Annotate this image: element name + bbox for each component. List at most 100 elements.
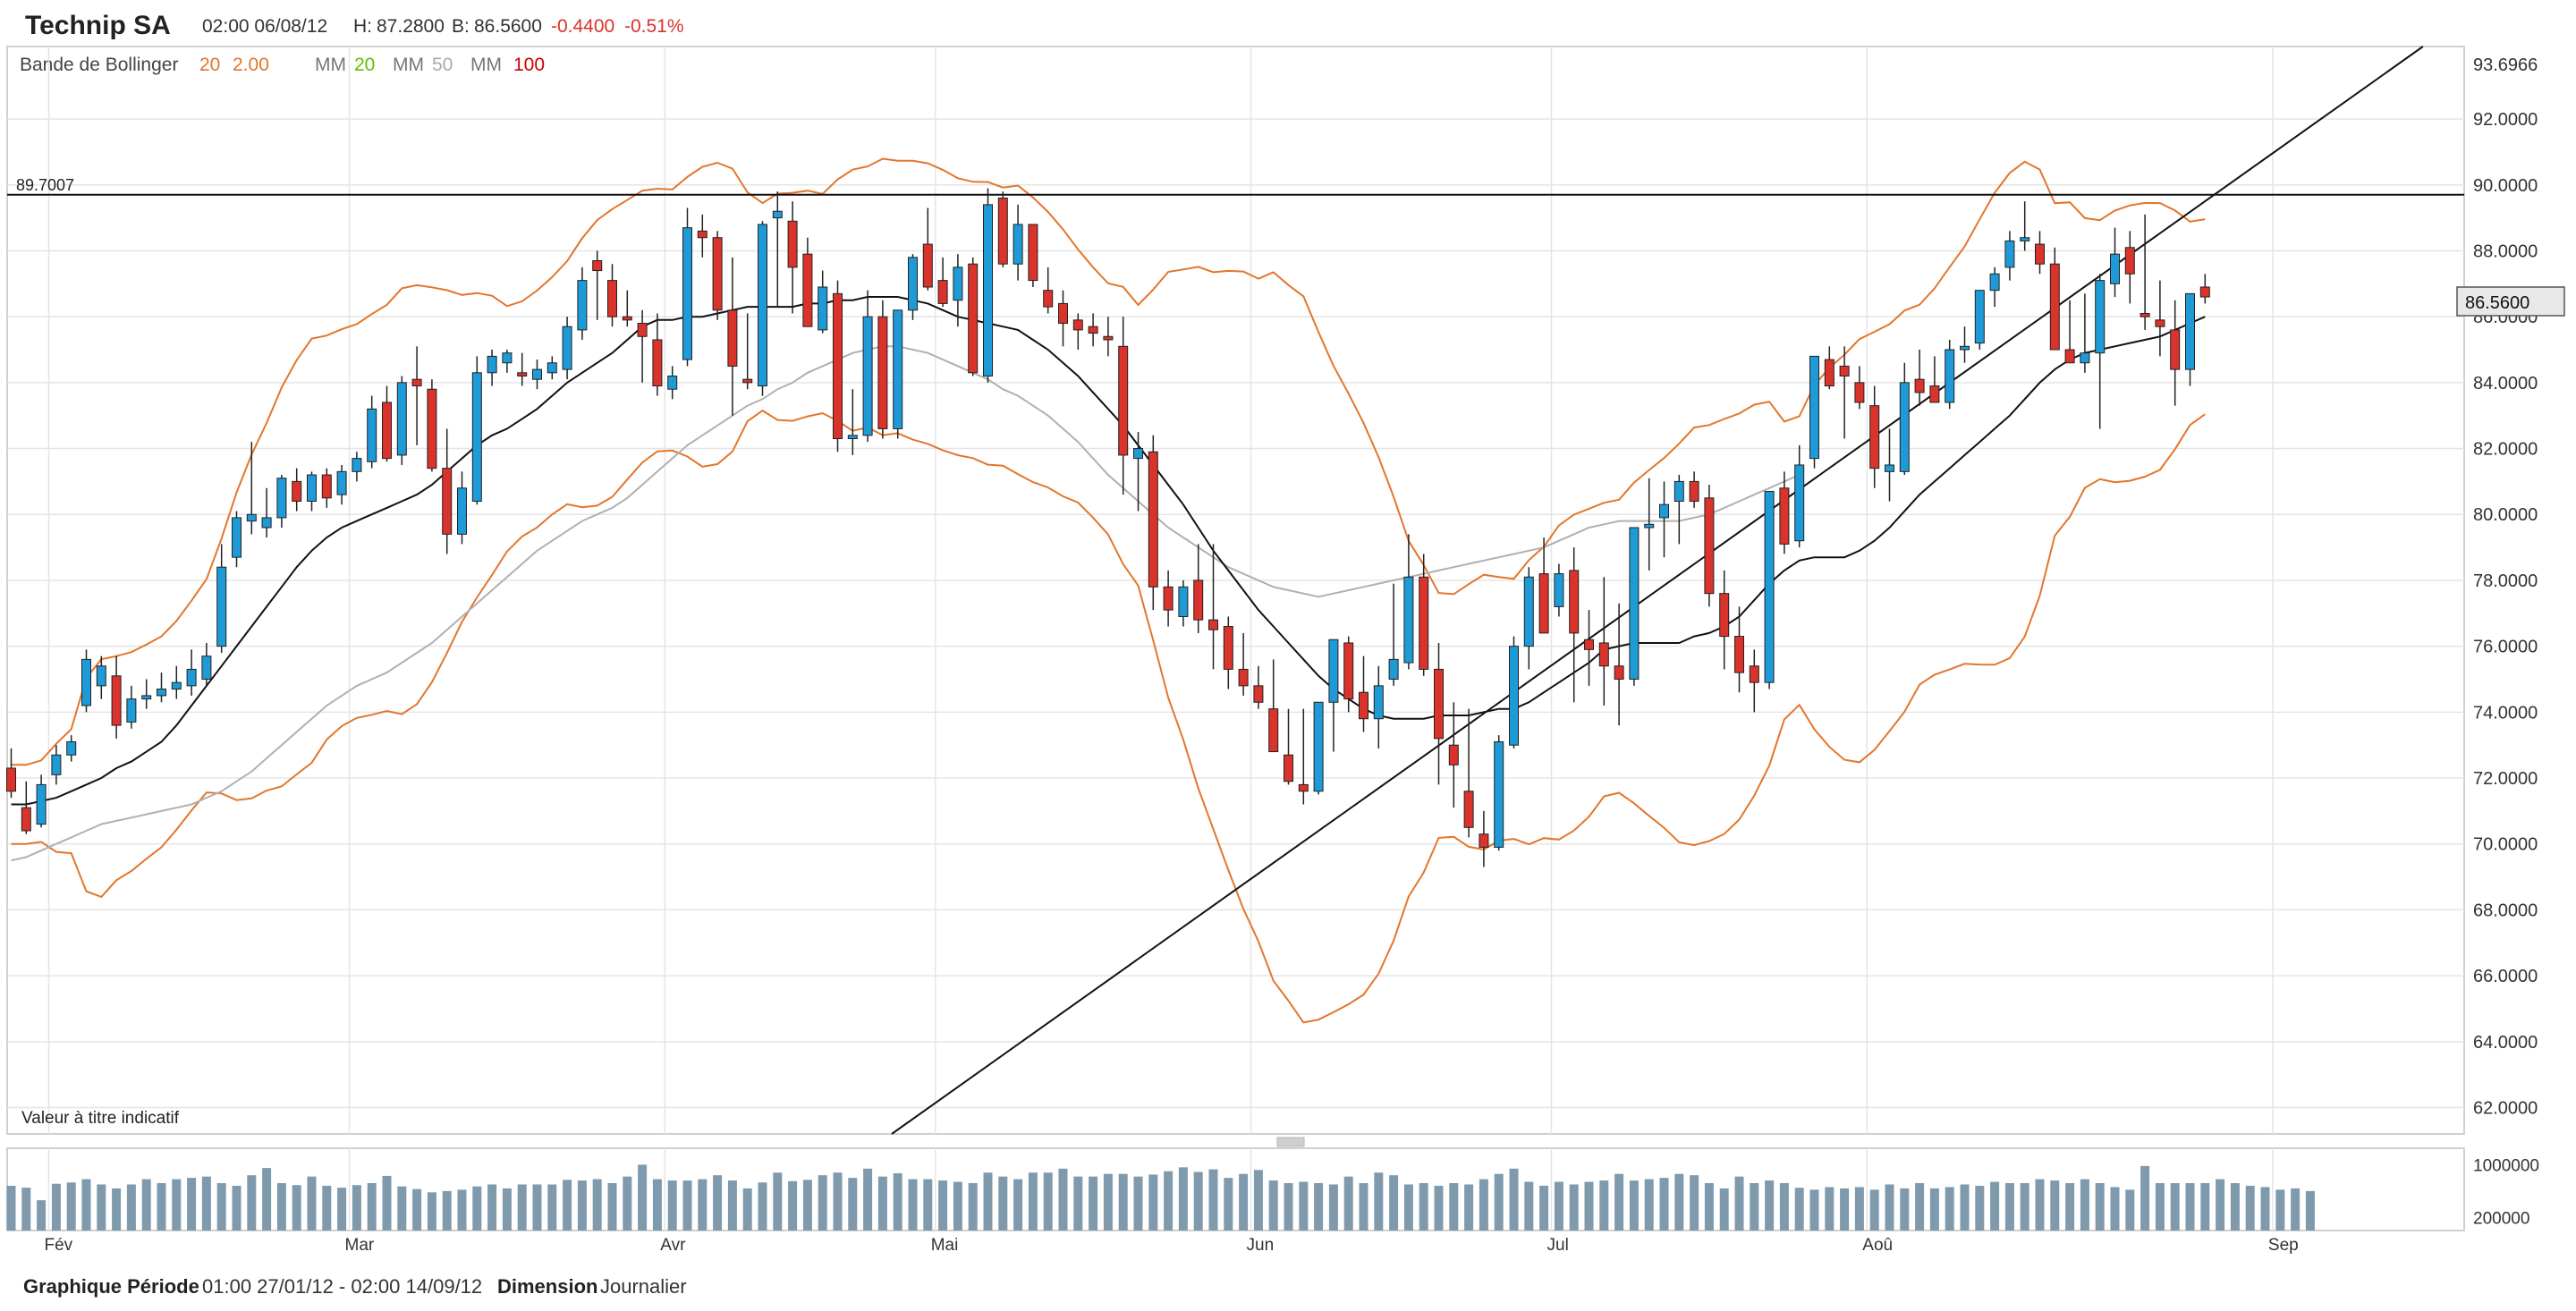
candle-body	[1058, 302, 1068, 325]
volume-bar	[337, 1188, 347, 1231]
volume-bar	[1089, 1176, 1098, 1231]
candle-body	[1388, 658, 1399, 680]
volume-bar	[1343, 1176, 1353, 1231]
candle-body	[1554, 573, 1564, 607]
candle-body	[517, 372, 528, 376]
volume-bar	[1148, 1174, 1158, 1231]
candle-body	[66, 741, 77, 756]
price-tick-label: 80.0000	[2473, 505, 2538, 525]
candle-body	[2124, 247, 2135, 275]
footer-dimension-label: Dimension	[497, 1275, 597, 1298]
volume-bar	[1750, 1183, 1759, 1231]
price-tick-label: 68.0000	[2473, 901, 2538, 920]
price-tick-label: 76.0000	[2473, 638, 2538, 657]
volume-bar	[2020, 1183, 2029, 1231]
volume-bar	[51, 1183, 61, 1231]
candle-body	[922, 243, 933, 288]
volume-bar	[1193, 1171, 1203, 1231]
candle-body	[667, 375, 678, 390]
volume-bar	[1644, 1179, 1654, 1231]
candle-body	[983, 204, 993, 376]
volume-bar	[66, 1182, 76, 1231]
candle-body	[1689, 480, 1699, 503]
bollinger-bands	[11, 157, 2206, 1024]
disclaimer-text: Valeur à titre indicatif	[21, 1109, 180, 1128]
candle-body	[2199, 286, 2210, 298]
price-tick-label: 82.0000	[2473, 440, 2538, 460]
volume-bar	[1118, 1173, 1128, 1231]
volume-bar	[1178, 1167, 1188, 1231]
volume-bar	[1419, 1183, 1428, 1231]
volume-bar	[1103, 1173, 1113, 1231]
volume-bar	[1629, 1180, 1639, 1231]
candle-body	[1403, 576, 1414, 664]
bollinger-upper-band	[11, 157, 2206, 766]
volume-bar	[1224, 1178, 1233, 1231]
volume-bar	[983, 1172, 993, 1231]
candle-body	[1674, 480, 1684, 503]
volume-bar	[592, 1179, 602, 1231]
volume-bar	[1164, 1171, 1174, 1231]
candle-body	[21, 807, 31, 832]
volume-bar	[1854, 1187, 1864, 1231]
volume-bar	[1449, 1183, 1459, 1231]
volume-bar	[172, 1179, 182, 1231]
candle-body	[1644, 523, 1655, 529]
volume-bar	[607, 1183, 617, 1231]
candle-body	[276, 478, 287, 519]
price-tick-label: 78.0000	[2473, 571, 2538, 591]
volume-bar	[1028, 1172, 1038, 1231]
volume-bar	[6, 1185, 16, 1231]
candle-body	[1494, 741, 1504, 848]
volume-bar	[232, 1185, 242, 1231]
candle-body	[968, 263, 979, 374]
volume-bar	[1945, 1187, 1954, 1231]
volume-bar	[1885, 1184, 1894, 1231]
candle-body	[502, 352, 513, 364]
volume-bar	[863, 1168, 873, 1231]
volume-bar	[998, 1176, 1008, 1231]
candle-body	[1223, 626, 1233, 670]
candle-body	[772, 210, 783, 219]
volume-bar	[2080, 1179, 2089, 1231]
volume-bar	[1058, 1168, 1068, 1231]
candle-body	[1463, 791, 1474, 828]
volume-bar	[577, 1180, 587, 1231]
price-tick-label: 72.0000	[2473, 769, 2538, 789]
candle-body	[1929, 385, 1940, 403]
volume-bar	[1359, 1183, 1368, 1231]
reference-lines	[7, 46, 2464, 1135]
candle-body	[1899, 382, 1910, 472]
volume-bar	[968, 1183, 978, 1231]
candle-body	[1298, 783, 1309, 792]
candle-body	[471, 372, 482, 503]
volume-bar	[397, 1186, 407, 1231]
candle-body	[712, 237, 723, 311]
volume-bar	[1253, 1170, 1263, 1231]
volume-bar	[727, 1180, 737, 1231]
candle-body	[1359, 691, 1368, 720]
volume-bar	[2200, 1183, 2210, 1231]
candle-body	[833, 292, 843, 439]
panel-resize-handle[interactable]	[1276, 1137, 1305, 1147]
volume-bar	[442, 1190, 452, 1231]
legend-ma100-value: 100	[513, 55, 545, 75]
quote-datetime: 02:00 06/08/12	[202, 16, 327, 37]
candle-body	[1914, 378, 1925, 393]
candle-body	[1373, 685, 1384, 720]
candle-body	[216, 566, 227, 647]
volume-bar	[532, 1184, 542, 1231]
price-tick-label: 74.0000	[2473, 703, 2538, 723]
candle-body	[111, 675, 122, 726]
volume-bar	[2035, 1179, 2045, 1231]
volume-bar	[216, 1183, 226, 1231]
candle-body	[682, 227, 692, 360]
volume-bar	[2260, 1187, 2270, 1231]
volume-bar	[1328, 1184, 1338, 1231]
volume-bar	[1900, 1188, 1910, 1231]
candle-body	[997, 198, 1008, 265]
candle-body	[186, 668, 197, 687]
candle-body	[1809, 355, 1819, 460]
month-label: Avr	[660, 1236, 686, 1255]
